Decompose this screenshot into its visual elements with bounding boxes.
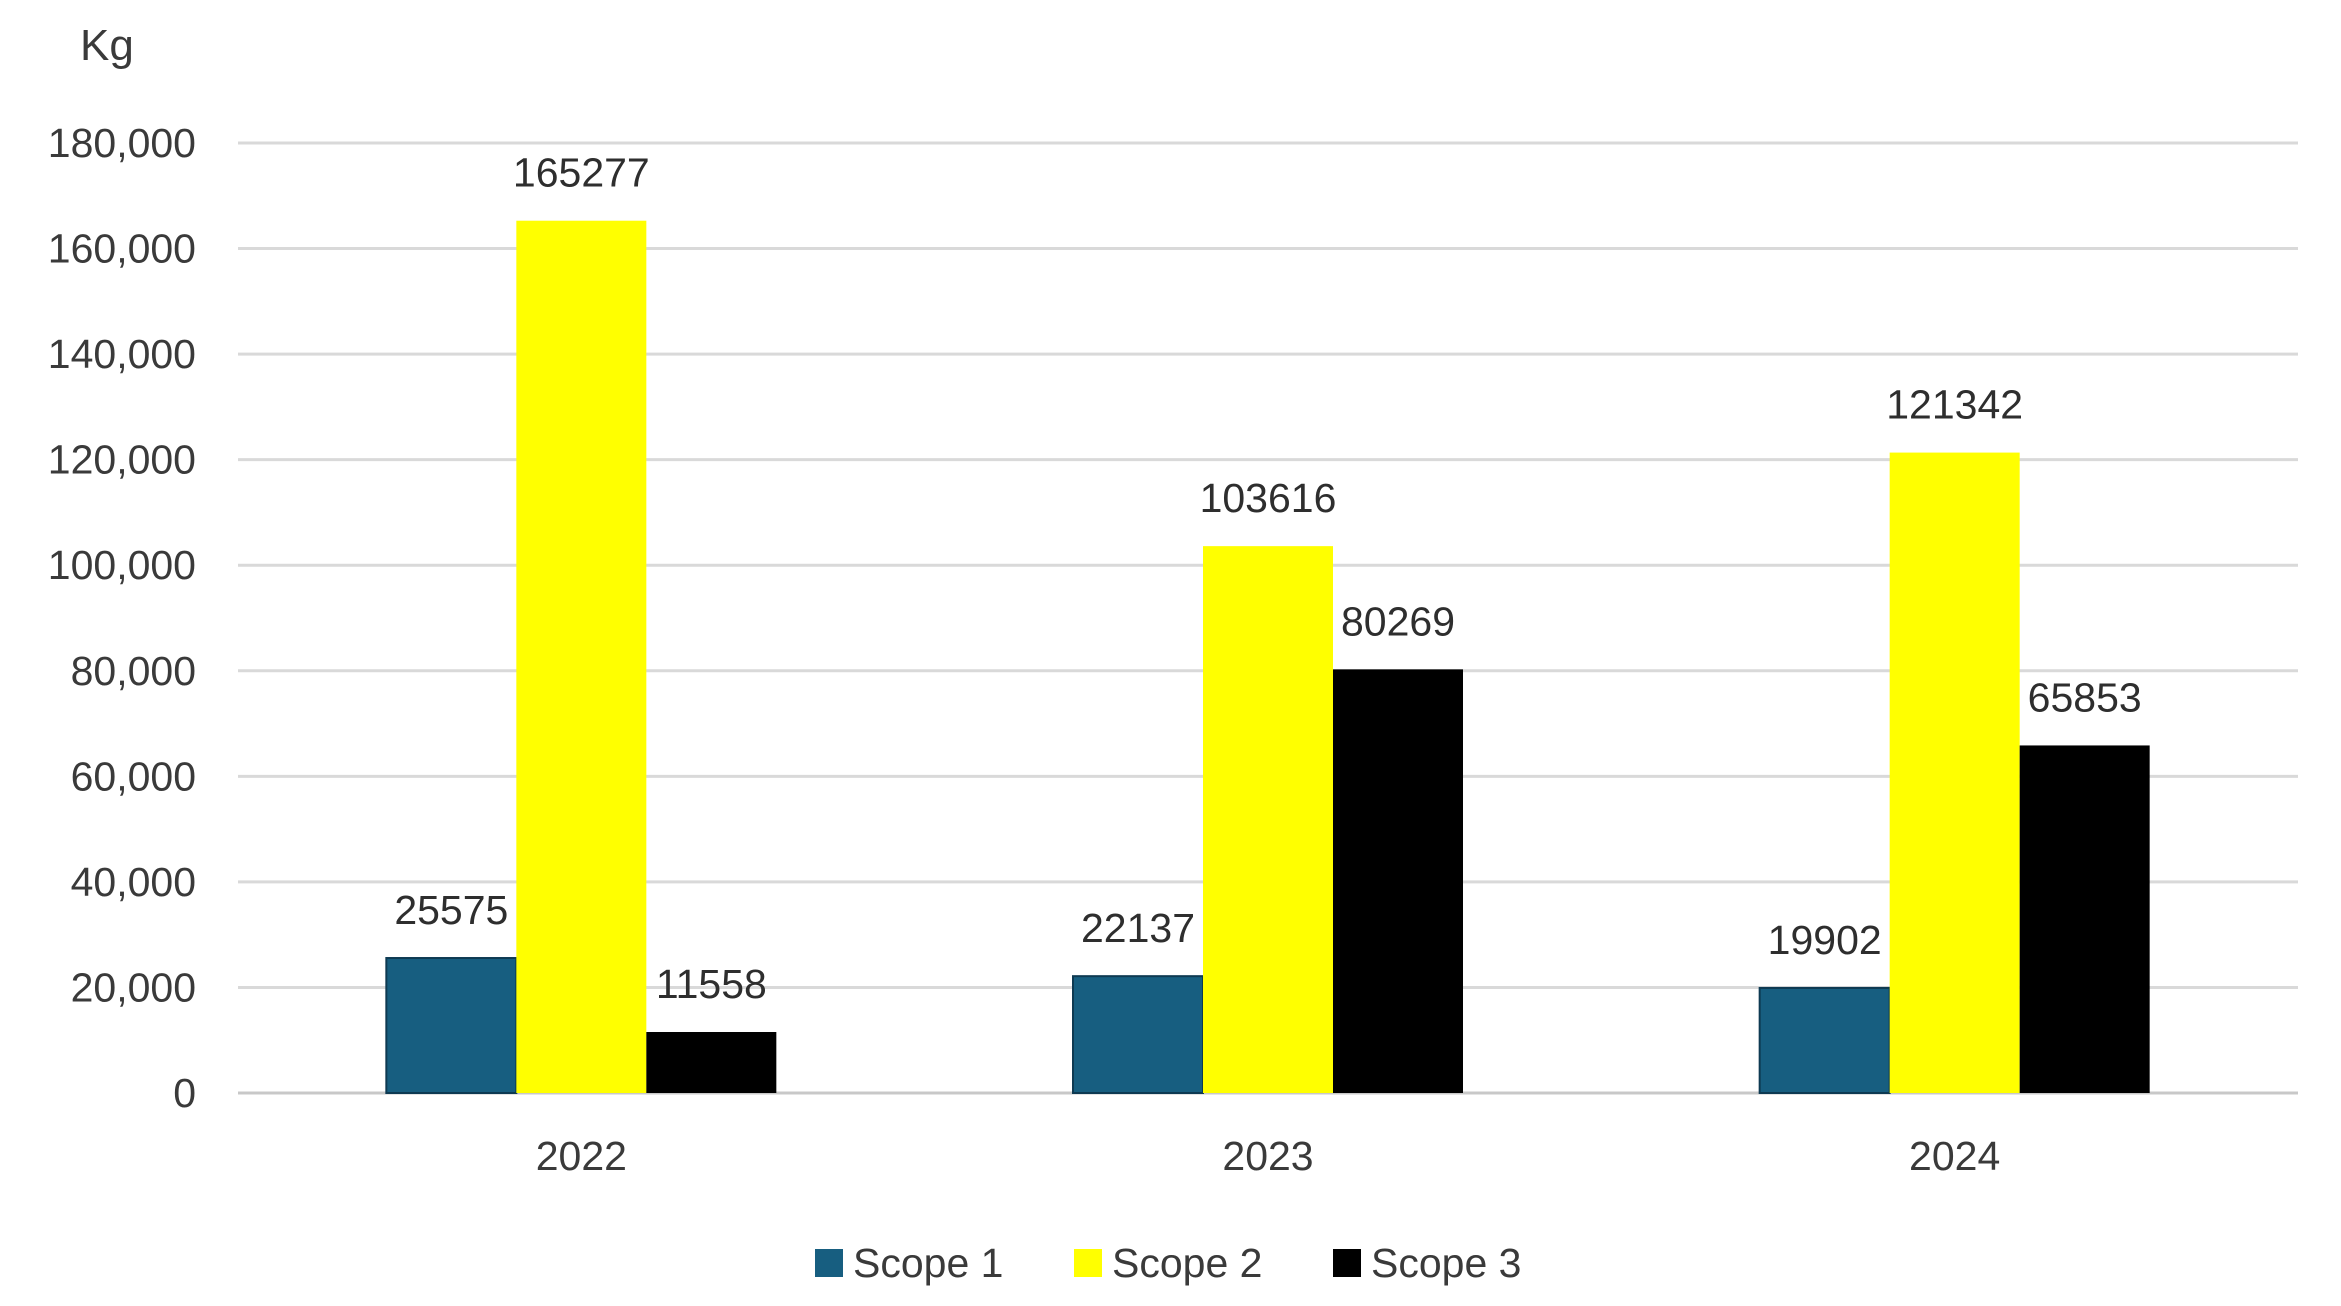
data-label: 11558 <box>656 961 767 1007</box>
legend-swatch <box>815 1249 843 1277</box>
y-tick-label: 100,000 <box>48 542 196 588</box>
data-label: 65853 <box>2028 674 2142 720</box>
data-label: 103616 <box>1200 475 1337 521</box>
x-axis-ticks: 2022 2023 2024 <box>536 1133 2001 1179</box>
y-tick-label: 80,000 <box>71 648 196 694</box>
y-axis-unit-label: Kg <box>80 21 134 70</box>
y-tick-label: 160,000 <box>48 226 196 272</box>
bar-scope-2-2023 <box>1203 546 1333 1093</box>
y-tick-label: 20,000 <box>71 964 196 1010</box>
y-tick-label: 40,000 <box>71 859 196 905</box>
legend-label: Scope 1 <box>853 1240 1003 1286</box>
y-tick-label: 120,000 <box>48 437 196 483</box>
legend-label: Scope 2 <box>1112 1240 1262 1286</box>
bar-scope-2-2024 <box>1889 452 2020 1094</box>
y-axis-ticks: 0 20,000 40,000 60,000 80,000 100,000 120,000 1… <box>48 120 196 1116</box>
bar-scope-3-2022 <box>646 1031 777 1093</box>
legend: Scope 1 Scope 2 Scope 3 <box>815 1240 1521 1286</box>
data-label: 121342 <box>1886 382 2023 428</box>
bar-scope-1-2024 <box>1758 986 1891 1094</box>
legend-item-scope-3: Scope 3 <box>1333 1240 1521 1286</box>
bars <box>385 220 2150 1094</box>
legend-item-scope-1: Scope 1 <box>815 1240 1003 1286</box>
legend-label: Scope 3 <box>1371 1240 1521 1286</box>
data-label: 22137 <box>1081 905 1195 951</box>
y-tick-label: 140,000 <box>48 331 196 377</box>
x-tick-label: 2023 <box>1222 1133 1313 1179</box>
bar-scope-1-2022 <box>385 957 518 1094</box>
y-tick-label: 0 <box>173 1070 196 1116</box>
x-tick-label: 2024 <box>1909 1133 2000 1179</box>
data-labels: 25575 165277 11558 22137 103616 80269 19902 121… <box>394 150 2141 1007</box>
x-tick-label: 2022 <box>536 1133 627 1179</box>
legend-item-scope-2: Scope 2 <box>1074 1240 1262 1286</box>
y-tick-label: 180,000 <box>48 120 196 166</box>
data-label: 25575 <box>394 887 508 933</box>
bar-scope-1-2023 <box>1072 975 1204 1094</box>
bar-scope-3-2024 <box>2019 745 2150 1093</box>
bar-scope-2-2022 <box>516 220 647 1094</box>
bar-scope-3-2023 <box>1333 669 1463 1093</box>
legend-swatch <box>1074 1249 1102 1277</box>
data-label: 80269 <box>1341 598 1455 644</box>
data-label: 19902 <box>1768 917 1882 963</box>
legend-swatch <box>1333 1249 1361 1277</box>
data-label: 165277 <box>513 150 650 196</box>
y-tick-label: 60,000 <box>71 753 196 799</box>
